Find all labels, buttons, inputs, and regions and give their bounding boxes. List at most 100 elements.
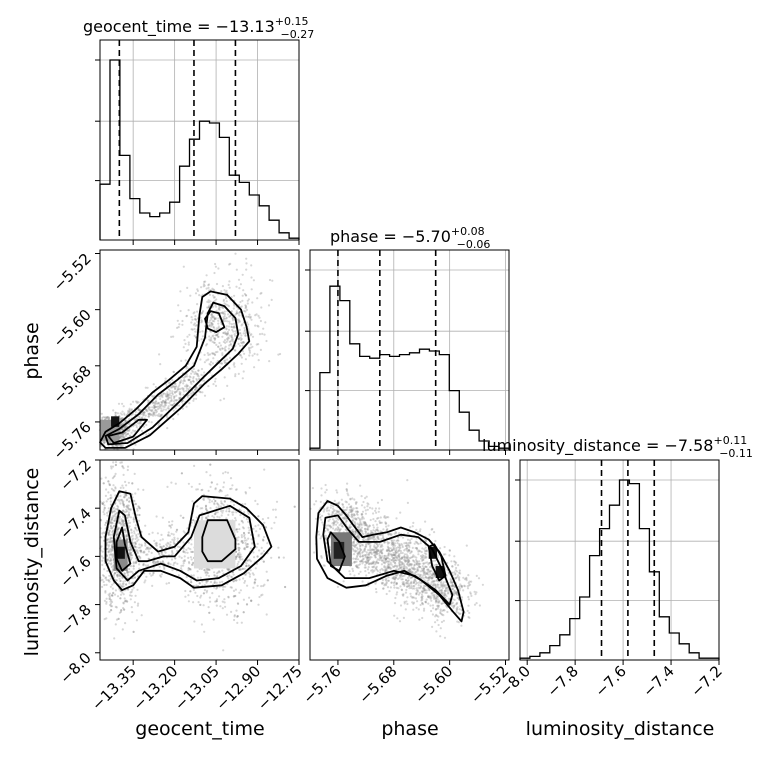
x-tick-label-luminosity-distance: −7.8 [543,662,581,700]
histogram-bar [110,60,120,240]
histogram-bar [229,175,239,240]
y-axis-label-luminosity-distance: luminosity_distance [21,468,43,657]
x-tick-label-luminosity-distance: −7.6 [591,662,629,700]
contour-line [115,526,132,572]
contour-line [322,514,454,606]
histogram-phase [309,285,510,450]
title-luminosity-distance: luminosity_distance = −7.58+0.11 −0.11 [482,434,753,460]
histogram-bar [590,556,600,660]
x-tick-label-luminosity-distance: −7.4 [639,662,677,700]
histogram-bar [210,123,220,240]
x-tick-label-geocent-time: −12.90 [212,662,264,714]
histogram-bar [279,233,289,240]
x-tick-label-geocent-time: −12.75 [254,662,306,714]
histogram-bar [320,373,330,450]
histogram-bar [560,635,570,660]
histogram-bar [219,137,229,240]
histogram-bar [459,412,469,450]
histogram-bar [160,213,170,240]
x-axis-label-phase: phase [381,718,438,740]
y-tick-label-luminosity-distance: −7.4 [56,504,94,542]
histogram-bar [420,349,430,450]
panel-frame [99,249,300,451]
contour-line [104,490,273,591]
histogram-bar [180,166,190,240]
histogram-bar [269,220,279,240]
contour-layer [99,290,465,623]
contour-line [204,310,226,334]
y-tick-label-luminosity-distance: −7.8 [56,601,94,639]
density-block [111,416,120,427]
panel-frame [99,39,300,241]
histogram-bar [689,653,699,660]
scatter-cloud-phase-geocent [98,252,282,451]
x-tick-label-phase: −5.68 [355,662,400,707]
x-axis-label-geocent-time: geocent_time [135,718,264,740]
histogram-bar [580,597,590,660]
density-block [333,541,345,559]
x-tick-label-phase: −5.76 [299,662,344,707]
x-axis-label-luminosity-distance: luminosity_distance [526,718,715,740]
histogram-bar [550,646,560,660]
histogram-bar [429,351,439,450]
density-block [116,546,125,559]
y-tick-label-phase: −5.76 [50,418,95,463]
contour-line [315,500,465,623]
histogram-bar [540,653,550,660]
contours-lumdist-phase [315,500,465,623]
panel-frame [309,459,510,661]
histogram-bar [679,644,689,660]
histogram-bar [610,505,620,660]
histogram-bar [469,430,479,450]
histogram-bar [150,217,160,240]
histogram-bar [639,529,649,660]
histogram-bar [449,391,459,450]
frame-layer [99,39,720,661]
density-block [435,566,445,579]
histogram-step-line [309,285,510,450]
histogram-step-line [519,479,720,660]
y-tick-label-luminosity-distance: −7.6 [56,553,94,591]
y-tick-label-phase: −5.60 [50,306,95,351]
quantile-layer [118,40,656,660]
contour-line [427,543,447,582]
contour-line [104,301,240,446]
panel-frame [519,459,720,661]
histogram-step-line [99,59,300,240]
y-tick-label-phase: −5.52 [50,250,95,295]
title-geocent-time: geocent_time = −13.13+0.15 −0.27 [83,15,314,41]
histogram-bar [100,184,110,240]
x-tick-label-geocent-time: −13.20 [129,662,181,714]
contour-line [112,504,256,582]
y-tick-label-phase: −5.68 [50,362,95,407]
histogram-bar [410,353,420,450]
contour-line [107,418,148,444]
histogram-luminosity_distance [519,479,720,660]
histogram-bar [350,344,360,450]
tick-layer: −13.35−13.20−13.05−12.90−12.75−5.76 −5.68… [50,59,726,714]
panel-frame [309,249,510,451]
histogram-bar [629,484,639,660]
histogram-bar [239,182,249,240]
title-phase: phase = −5.70+0.08 −0.06 [330,225,490,251]
contours-lumdist-geocent [104,490,273,591]
y-tick-label-luminosity-distance: −8.0 [56,649,94,687]
histogram-bar [360,356,370,450]
histogram-bar [439,355,449,450]
grid-layer [100,40,720,660]
histogram-bar [400,355,410,450]
x-tick-label-geocent-time: −13.05 [171,662,223,714]
density-block [428,546,438,559]
histogram-bar [370,358,380,450]
histogram-bar [259,206,269,240]
scatter-layer [98,252,484,652]
histogram-geocent_time [99,59,300,240]
contours-phase-geocent [99,290,251,449]
histogram-bar [380,355,390,450]
histogram-bar [130,199,140,240]
x-tick-label-geocent-time: −13.35 [88,662,140,714]
contour-line [201,519,237,563]
y-axis-label-phase: phase [21,322,43,379]
histogram-bar [390,356,400,450]
